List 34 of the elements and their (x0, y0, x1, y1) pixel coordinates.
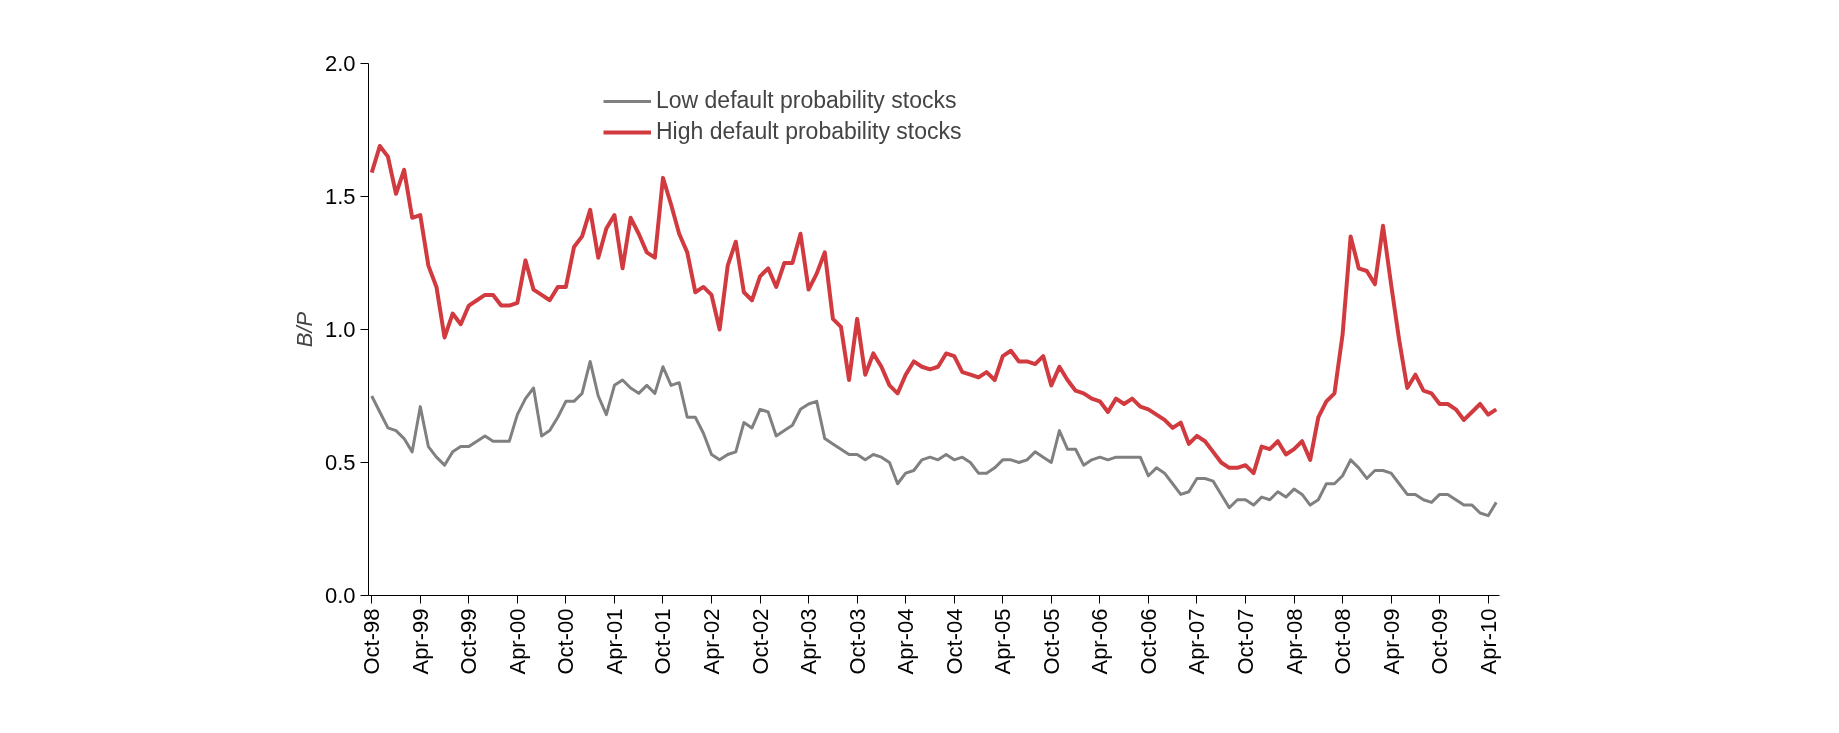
y-tick-label: 1.5 (324, 184, 356, 209)
x-tick-label: Apr-07 (1184, 608, 1210, 675)
x-tick-label: Apr-05 (990, 608, 1016, 675)
y-axis-title: B/P (291, 311, 317, 348)
x-tick-label: Apr-99 (407, 608, 433, 675)
x-tick-label: Oct-03 (844, 608, 870, 675)
x-tick-label: Oct-06 (1135, 608, 1161, 675)
x-tick-label: Oct-08 (1330, 608, 1356, 675)
line-series (370, 359, 1498, 518)
x-tick-label: Oct-09 (1427, 608, 1453, 675)
x-tick-label: Oct-05 (1038, 608, 1064, 675)
legend-label: High default probability stocks (656, 118, 962, 145)
x-tick-label: Oct-00 (553, 608, 579, 675)
x-tick-label: Apr-10 (1475, 608, 1501, 675)
x-tick-label: Apr-01 (601, 608, 627, 675)
x-tick-label: Oct-07 (1232, 608, 1258, 675)
x-tick-label: Oct-04 (941, 608, 967, 675)
x-tick-label: Apr-09 (1378, 608, 1404, 675)
y-tick-label: 1.0 (324, 317, 356, 342)
x-tick-label: Apr-06 (1087, 608, 1113, 675)
x-tick-label: Oct-01 (650, 608, 676, 675)
y-tick-label: 2.0 (324, 51, 356, 76)
x-tick-label: Oct-02 (747, 608, 773, 675)
x-tick-label: Oct-99 (456, 608, 482, 675)
x-tick-label: Apr-08 (1281, 608, 1307, 675)
x-tick-label: Apr-03 (796, 608, 822, 675)
legend-label: Low default probability stocks (656, 87, 957, 114)
line-series (369, 143, 1499, 476)
y-tick-label: 0.5 (324, 450, 356, 475)
x-tick-label: Apr-02 (699, 608, 725, 675)
y-tick-label: 0.0 (324, 583, 356, 608)
x-tick-label: Apr-04 (893, 608, 919, 675)
x-tick-label: Apr-00 (504, 608, 530, 675)
x-tick-label: Oct-98 (359, 608, 385, 675)
